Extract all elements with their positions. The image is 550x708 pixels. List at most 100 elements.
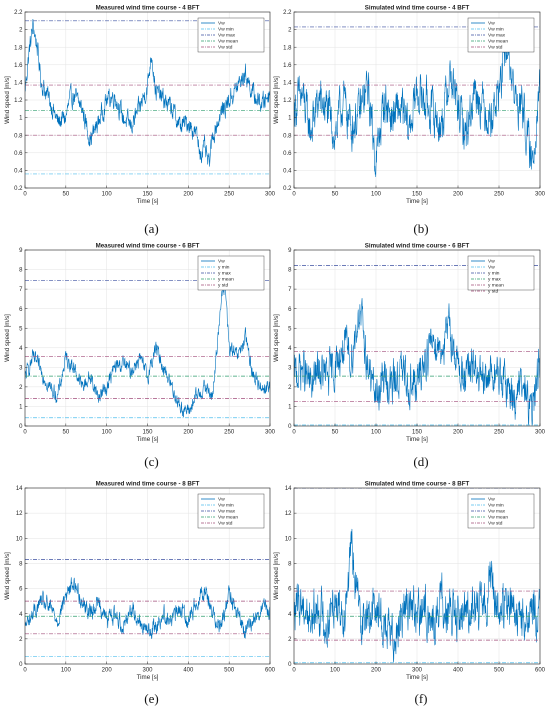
legend-entry: y min: [218, 265, 230, 271]
x-tick-label: 100: [61, 668, 72, 674]
legend-entry: Vw: [218, 497, 225, 503]
plot-content: [25, 559, 270, 657]
y-tick-label: 8: [288, 268, 292, 274]
legend-entry: Vw mean: [218, 39, 238, 45]
y-tick-label: 2: [288, 637, 292, 643]
y-tick-label: 3: [19, 365, 23, 371]
y-axis-label: Wind speed [m/s]: [4, 552, 11, 600]
x-tick-label: 500: [494, 668, 505, 674]
x-tick-label: 0: [23, 668, 27, 674]
y-tick-label: 8: [288, 562, 292, 568]
legend-entry: Vw: [488, 259, 495, 265]
legend-entry: Vw std: [218, 521, 233, 527]
legend-entry: Vw mean: [488, 515, 508, 521]
legend-entry: Vw mean: [218, 515, 238, 521]
x-tick-label: 600: [535, 668, 546, 674]
x-tick-label: 250: [494, 192, 505, 198]
x-axis-label: Time [s]: [137, 436, 159, 443]
chart-panel-f: 0 100 200 300 400 500 600 0 2 4 6 8 10 12 14 Simulated …: [273, 481, 546, 707]
series-line-vw: [294, 33, 540, 177]
y-tick-label: 0.4: [283, 169, 292, 175]
series-line-vw: [294, 298, 540, 426]
y-tick-label: 1.8: [14, 45, 23, 51]
panel-caption: (d): [413, 454, 428, 469]
y-tick-label: 0: [288, 424, 292, 430]
legend-entry: Vw: [488, 497, 495, 503]
y-axis-label: Wind speed [m/s]: [4, 314, 11, 362]
legend-entry: Vw min: [218, 27, 234, 33]
y-tick-label: 10: [285, 536, 292, 542]
legend-entry: y mean: [488, 284, 504, 289]
y-tick-label: 2.2: [14, 10, 23, 16]
chart-title: Measured wind time course - 8 BFT: [96, 481, 200, 488]
legend-entry: Vw min: [488, 503, 504, 509]
legend-entry: y std: [488, 289, 498, 295]
x-tick-label: 150: [142, 430, 153, 436]
y-tick-label: 1.2: [283, 98, 292, 104]
series-line-vw: [25, 577, 270, 639]
plot-content: [25, 19, 270, 175]
x-tick-label: 50: [62, 430, 69, 436]
legend-entry: Vw: [488, 265, 495, 271]
y-tick-label: 12: [16, 511, 23, 517]
y-tick-label: 2: [288, 385, 292, 391]
y-tick-label: 6: [19, 587, 23, 593]
chart-title: Measured wind time course - 6 BFT: [96, 243, 200, 250]
x-tick-label: 100: [330, 668, 341, 674]
legend-entry: Vw max: [218, 33, 236, 39]
x-tick-label: 200: [453, 192, 464, 198]
x-tick-label: 0: [23, 430, 27, 436]
panel-caption: (c): [144, 454, 158, 469]
chart-title: Measured wind time course - 4 BFT: [96, 5, 200, 12]
plot-content: [294, 26, 540, 177]
y-tick-label: 9: [288, 248, 292, 254]
legend-entry: Vw max: [488, 509, 506, 515]
x-tick-label: 200: [183, 430, 194, 436]
chart-title: Simulated wind time course - 6 BFT: [365, 243, 470, 250]
y-tick-label: 6: [288, 307, 292, 313]
legend-entry: Vw max: [218, 509, 236, 515]
y-tick-label: 1: [19, 116, 23, 122]
x-tick-label: 250: [224, 430, 235, 436]
y-tick-label: 14: [16, 486, 23, 492]
y-tick-label: 1: [288, 116, 292, 122]
panel-caption: (e): [144, 691, 158, 706]
y-tick-label: 1: [288, 405, 292, 411]
legend-entry: y mean: [218, 278, 234, 283]
legend-entry: Vw: [488, 21, 495, 27]
y-tick-label: 1.6: [283, 63, 292, 69]
x-tick-label: 100: [102, 192, 113, 198]
x-tick-label: 300: [265, 430, 276, 436]
legend-entry: y max: [488, 278, 501, 283]
x-tick-label: 300: [535, 430, 546, 436]
x-tick-label: 250: [224, 192, 235, 198]
legend-entry: y max: [218, 272, 231, 277]
x-tick-label: 0: [292, 430, 296, 436]
y-axis-label: Wind speed [m/s]: [273, 314, 280, 362]
series-line-vw: [25, 19, 270, 167]
y-tick-label: 4: [288, 612, 292, 618]
y-tick-label: 0.8: [283, 133, 292, 139]
y-tick-label: 6: [19, 307, 23, 313]
y-tick-label: 0.6: [14, 151, 23, 157]
panel-caption: (a): [144, 221, 158, 236]
x-tick-label: 600: [265, 668, 276, 674]
x-tick-label: 400: [453, 668, 464, 674]
x-axis-label: Time [s]: [137, 198, 159, 205]
legend-entry: Vw: [218, 21, 225, 27]
y-tick-label: 3: [288, 365, 292, 371]
x-axis-label: Time [s]: [137, 674, 159, 681]
y-tick-label: 1.4: [283, 81, 292, 87]
y-tick-label: 8: [19, 268, 23, 274]
x-tick-label: 0: [292, 192, 296, 198]
y-tick-label: 9: [19, 248, 23, 254]
y-axis-label: Wind speed [m/s]: [4, 76, 11, 124]
x-tick-label: 0: [292, 668, 296, 674]
legend-entry: Vw std: [488, 521, 503, 527]
x-tick-label: 300: [412, 668, 423, 674]
chart-title: Simulated wind time course - 4 BFT: [365, 5, 470, 12]
x-tick-label: 250: [494, 430, 505, 436]
y-tick-label: 1.4: [14, 81, 23, 87]
